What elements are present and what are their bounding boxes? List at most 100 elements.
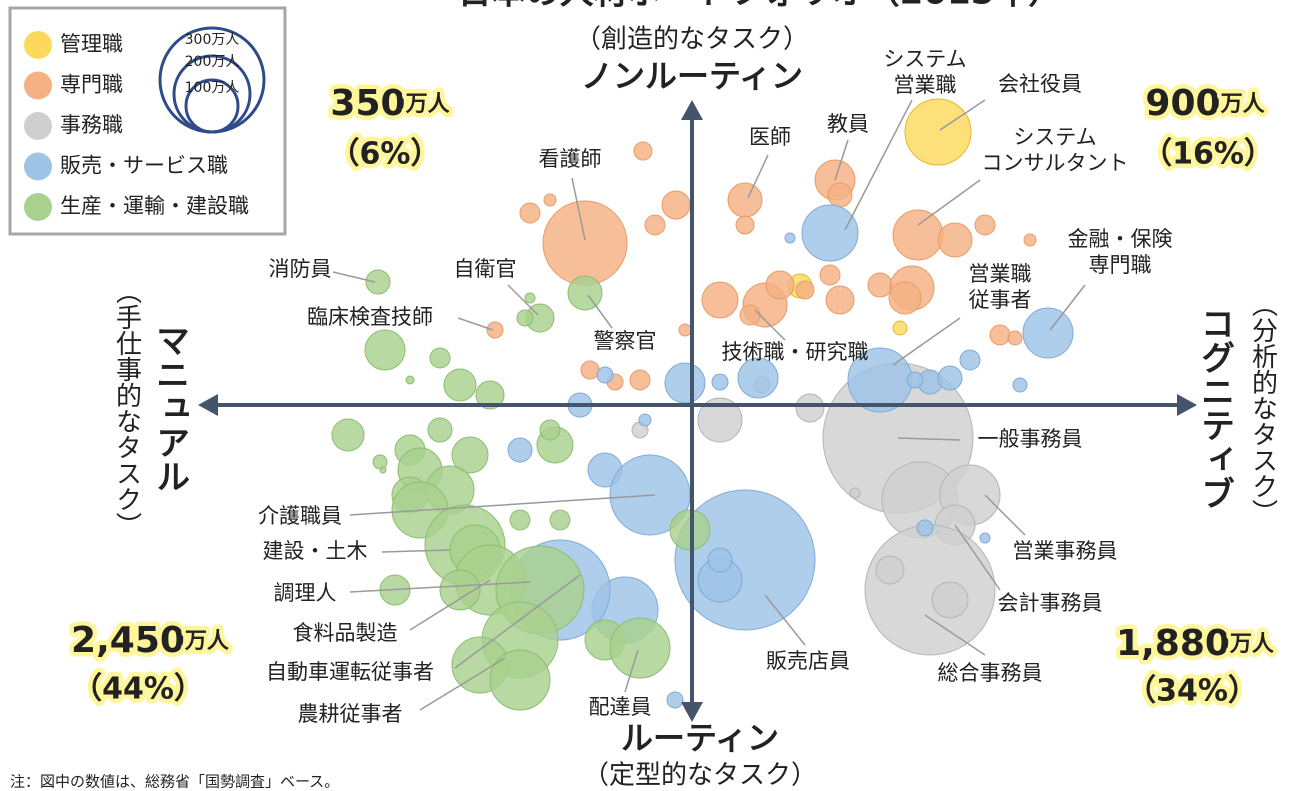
bubble xyxy=(524,292,536,304)
leader xyxy=(892,317,961,366)
share: （6%） xyxy=(330,137,441,172)
leader xyxy=(624,649,639,693)
bubble xyxy=(664,362,706,404)
occupation-label: システム xyxy=(883,47,966,71)
bubble xyxy=(867,272,893,298)
axis-main: ルーティン xyxy=(621,719,779,757)
bubble xyxy=(629,369,651,391)
share: （44%） xyxy=(72,672,204,707)
bubble xyxy=(365,269,391,295)
bubble xyxy=(701,281,739,319)
size-legend xyxy=(158,26,266,134)
axis-main: マニュアル xyxy=(150,323,190,493)
bubble xyxy=(888,281,922,315)
occupation-label: 自動車運転従事者 xyxy=(266,660,434,684)
occupation-label: 営業事務員 xyxy=(1013,539,1118,563)
bubble xyxy=(801,204,859,262)
bubble xyxy=(906,371,924,389)
legend-swatch xyxy=(24,71,52,100)
leader xyxy=(834,139,849,181)
bubble xyxy=(892,320,908,336)
occupation-label: 医師 xyxy=(749,125,791,149)
bubble xyxy=(916,519,934,537)
bubble xyxy=(735,215,755,235)
bubble xyxy=(405,375,415,385)
bubbles xyxy=(331,98,1074,711)
bubble xyxy=(475,380,505,410)
bubble xyxy=(795,280,815,300)
occupation-label: システム xyxy=(1013,125,1096,149)
arrow xyxy=(681,100,703,120)
bubble xyxy=(1012,377,1028,393)
bubble xyxy=(666,691,684,709)
bubble xyxy=(937,222,973,258)
leader xyxy=(939,99,986,131)
bubble xyxy=(661,190,691,220)
bubble xyxy=(638,413,652,427)
bubble xyxy=(864,524,996,656)
leader xyxy=(381,549,451,553)
legend-label: 管理職 xyxy=(60,32,123,56)
bubble xyxy=(549,509,571,531)
occupation-label: 農耕従事者 xyxy=(298,702,403,726)
bubble xyxy=(979,532,991,544)
bubble xyxy=(827,182,853,208)
leader xyxy=(409,579,491,631)
legend-swatch xyxy=(24,152,52,181)
bubble xyxy=(507,437,533,463)
bubble xyxy=(727,182,763,218)
axis-main: コグニティブ xyxy=(1195,306,1235,510)
bubble xyxy=(711,373,729,391)
occupation-label: 配達員 xyxy=(589,695,652,719)
leader xyxy=(917,179,981,226)
bubble xyxy=(379,466,387,474)
occupation-label: 販売店員 xyxy=(766,649,850,673)
bubble xyxy=(364,329,406,371)
bubble xyxy=(331,418,365,452)
total: 1,880万人 xyxy=(1116,623,1274,664)
bubble xyxy=(519,202,541,224)
occupation-label: 技術職・研究職 xyxy=(722,340,869,364)
bubble xyxy=(489,649,551,711)
occupation-label: 一般事務員 xyxy=(978,427,1083,451)
arrow xyxy=(1177,394,1197,416)
quadrant-totals: 350万人 （6%） 900万人 （16%） 2,450万人 （44%） 1,8… xyxy=(67,79,1279,714)
size-label: 100万人 xyxy=(185,80,240,96)
bubble xyxy=(678,323,692,337)
leader xyxy=(924,614,986,656)
bubble xyxy=(825,285,855,315)
occupation-label: 教員 xyxy=(827,112,869,136)
bubble xyxy=(931,581,969,619)
occupation-label: 警察官 xyxy=(594,329,657,353)
bubble xyxy=(609,617,671,679)
bubble xyxy=(1007,330,1023,346)
leader xyxy=(457,317,494,331)
arrow xyxy=(198,394,218,416)
legend-label: 事務職 xyxy=(60,113,123,137)
bubble xyxy=(567,275,603,311)
bubble xyxy=(486,321,504,339)
bubble xyxy=(543,193,557,207)
bubble xyxy=(451,436,489,474)
bubble xyxy=(596,366,614,384)
bubble xyxy=(542,200,628,286)
bubble xyxy=(427,417,453,443)
leader-lines xyxy=(332,99,1086,711)
bubble xyxy=(439,569,481,611)
leader xyxy=(754,309,786,341)
legend-label: 生産・運輸・建設職 xyxy=(60,194,249,218)
occupation-label: コンサルタント xyxy=(982,151,1129,175)
bubble xyxy=(819,264,841,286)
bubble xyxy=(739,304,761,326)
leader xyxy=(764,594,806,646)
occupation-label: 建設・土木 xyxy=(263,539,368,563)
legend-swatch xyxy=(24,112,52,140)
occupation-label: 食料品製造 xyxy=(293,621,398,645)
bubble xyxy=(795,393,825,423)
leader xyxy=(844,99,913,231)
leader xyxy=(1049,284,1086,331)
leader xyxy=(349,581,531,593)
occupation-label: 会計事務員 xyxy=(998,591,1103,615)
bubble xyxy=(737,357,779,399)
